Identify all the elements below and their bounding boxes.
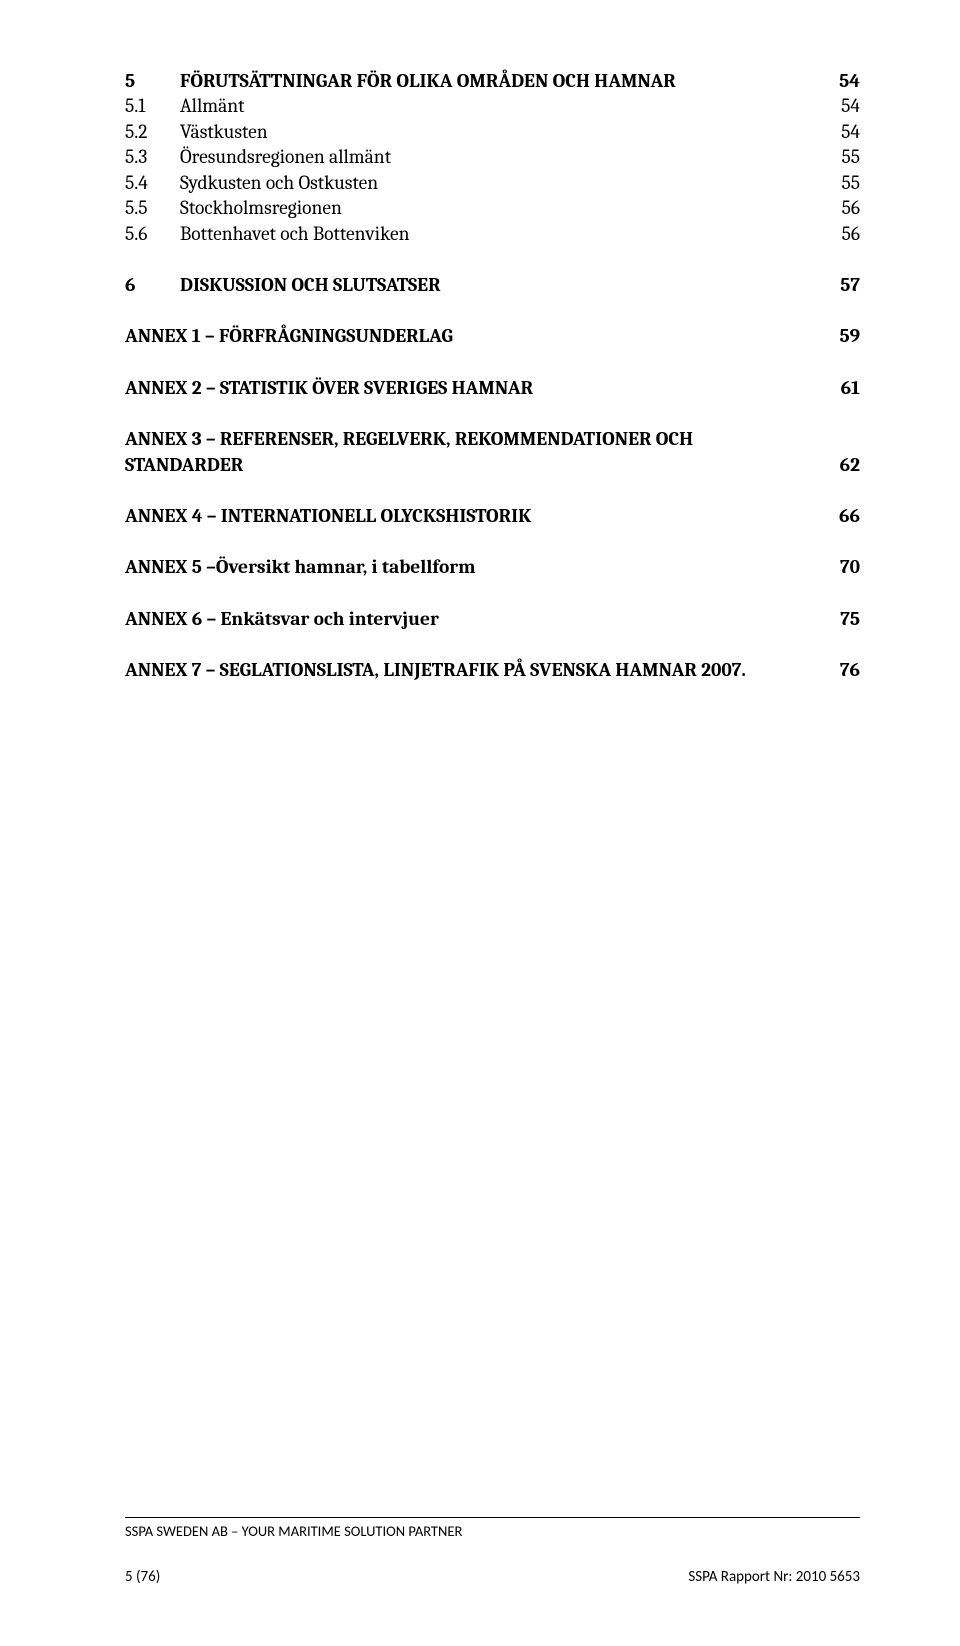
toc-title: ANNEX 6 – Enkätsvar och intervjuer <box>125 608 439 630</box>
toc-gap <box>125 402 860 428</box>
toc-annex-7: ANNEX 7 – SEGLATIONSLISTA, LINJETRAFIK P… <box>125 659 860 681</box>
toc-page-number: 70 <box>832 556 860 578</box>
toc-number: 5.4 <box>125 172 180 194</box>
toc-page-number: 54 <box>832 121 860 143</box>
toc-gap <box>125 633 860 659</box>
toc-page-number: 66 <box>832 505 860 527</box>
toc-annex-3-line2: STANDARDER 62 <box>125 454 860 476</box>
toc-sub-row: 5.2 Västkusten 54 <box>125 121 860 143</box>
toc-gap <box>125 351 860 377</box>
toc-title: ANNEX 3 – REFERENSER, REGELVERK, REKOMME… <box>125 428 693 450</box>
toc-title: DISKUSSION OCH SLUTSATSER <box>180 274 441 296</box>
toc-gap <box>125 299 860 325</box>
toc-sub-row: 5.4 Sydkusten och Ostkusten 55 <box>125 172 860 194</box>
toc-page-number: 55 <box>832 172 860 194</box>
toc-title: STANDARDER <box>125 454 243 476</box>
toc-page-number: 55 <box>832 146 860 168</box>
toc-sub-row: 5.3 Öresundsregionen allmänt 55 <box>125 146 860 168</box>
toc-page-number: 56 <box>832 197 860 219</box>
toc-page-number: 62 <box>832 454 860 476</box>
toc-annex-5: ANNEX 5 –Översikt hamnar, i tabellform 7… <box>125 556 860 578</box>
toc-title: Sydkusten och Ostkusten <box>180 172 378 194</box>
table-of-contents: 5 FÖRUTSÄTTNINGAR FÖR OLIKA OMRÅDEN OCH … <box>125 70 860 682</box>
toc-section-6: 6 DISKUSSION OCH SLUTSATSER 57 <box>125 274 860 296</box>
footer-company-line: SSPA SWEDEN AB – YOUR MARITIME SOLUTION … <box>125 1522 860 1540</box>
footer-page-indicator: 5 (76) <box>125 1568 160 1586</box>
toc-annex-6: ANNEX 6 – Enkätsvar och intervjuer 75 <box>125 608 860 630</box>
toc-number: 6 <box>125 274 180 296</box>
toc-page-number: 57 <box>832 274 860 296</box>
toc-page-number: 56 <box>832 223 860 245</box>
toc-gap <box>125 530 860 556</box>
footer-report-ref: SSPA Rapport Nr: 2010 5653 <box>688 1568 860 1586</box>
toc-number: 5 <box>125 70 180 92</box>
toc-title: Allmänt <box>180 95 245 117</box>
toc-title: Stockholmsregionen <box>180 197 342 219</box>
toc-section-5: 5 FÖRUTSÄTTNINGAR FÖR OLIKA OMRÅDEN OCH … <box>125 70 860 245</box>
toc-gap <box>125 479 860 505</box>
toc-number: 5.5 <box>125 197 180 219</box>
toc-number: 5.1 <box>125 95 180 117</box>
page-footer: SSPA SWEDEN AB – YOUR MARITIME SOLUTION … <box>125 1517 860 1586</box>
toc-annex-1: ANNEX 1 – FÖRFRÅGNINGSUNDERLAG 59 <box>125 325 860 347</box>
document-page: 5 FÖRUTSÄTTNINGAR FÖR OLIKA OMRÅDEN OCH … <box>0 0 960 1646</box>
toc-page-number: 54 <box>832 70 860 92</box>
toc-sub-row: 5.1 Allmänt 54 <box>125 95 860 117</box>
toc-title: ANNEX 1 – FÖRFRÅGNINGSUNDERLAG <box>125 325 453 347</box>
toc-gap <box>125 248 860 274</box>
toc-sub-row: 5.6 Bottenhavet och Bottenviken 56 <box>125 223 860 245</box>
toc-title: FÖRUTSÄTTNINGAR FÖR OLIKA OMRÅDEN OCH HA… <box>180 70 676 92</box>
toc-page-number: 61 <box>832 377 860 399</box>
toc-heading-row: 5 FÖRUTSÄTTNINGAR FÖR OLIKA OMRÅDEN OCH … <box>125 70 860 92</box>
footer-divider <box>125 1517 860 1518</box>
toc-annex-4: ANNEX 4 – INTERNATIONELL OLYCKSHISTORIK … <box>125 505 860 527</box>
footer-bottom-row: 5 (76) SSPA Rapport Nr: 2010 5653 <box>125 1568 860 1586</box>
toc-annex-2: ANNEX 2 – STATISTIK ÖVER SVERIGES HAMNAR… <box>125 377 860 399</box>
toc-number: 5.3 <box>125 146 180 168</box>
toc-title: ANNEX 2 – STATISTIK ÖVER SVERIGES HAMNAR <box>125 377 533 399</box>
toc-title: ANNEX 4 – INTERNATIONELL OLYCKSHISTORIK <box>125 505 531 527</box>
toc-page-number: 59 <box>832 325 860 347</box>
toc-title: Öresundsregionen allmänt <box>180 146 391 168</box>
toc-number: 5.2 <box>125 121 180 143</box>
toc-page-number: 75 <box>832 608 860 630</box>
toc-gap <box>125 582 860 608</box>
toc-page-number: 76 <box>832 659 860 681</box>
toc-sub-row: 5.5 Stockholmsregionen 56 <box>125 197 860 219</box>
toc-title: ANNEX 7 – SEGLATIONSLISTA, LINJETRAFIK P… <box>125 659 746 681</box>
toc-title: Bottenhavet och Bottenviken <box>180 223 409 245</box>
toc-title: Västkusten <box>180 121 268 143</box>
toc-title: ANNEX 5 –Översikt hamnar, i tabellform <box>125 556 476 578</box>
toc-annex-3-line1: ANNEX 3 – REFERENSER, REGELVERK, REKOMME… <box>125 428 860 450</box>
toc-annex-3: ANNEX 3 – REFERENSER, REGELVERK, REKOMME… <box>125 428 860 476</box>
toc-number: 5.6 <box>125 223 180 245</box>
toc-page-number: 54 <box>832 95 860 117</box>
